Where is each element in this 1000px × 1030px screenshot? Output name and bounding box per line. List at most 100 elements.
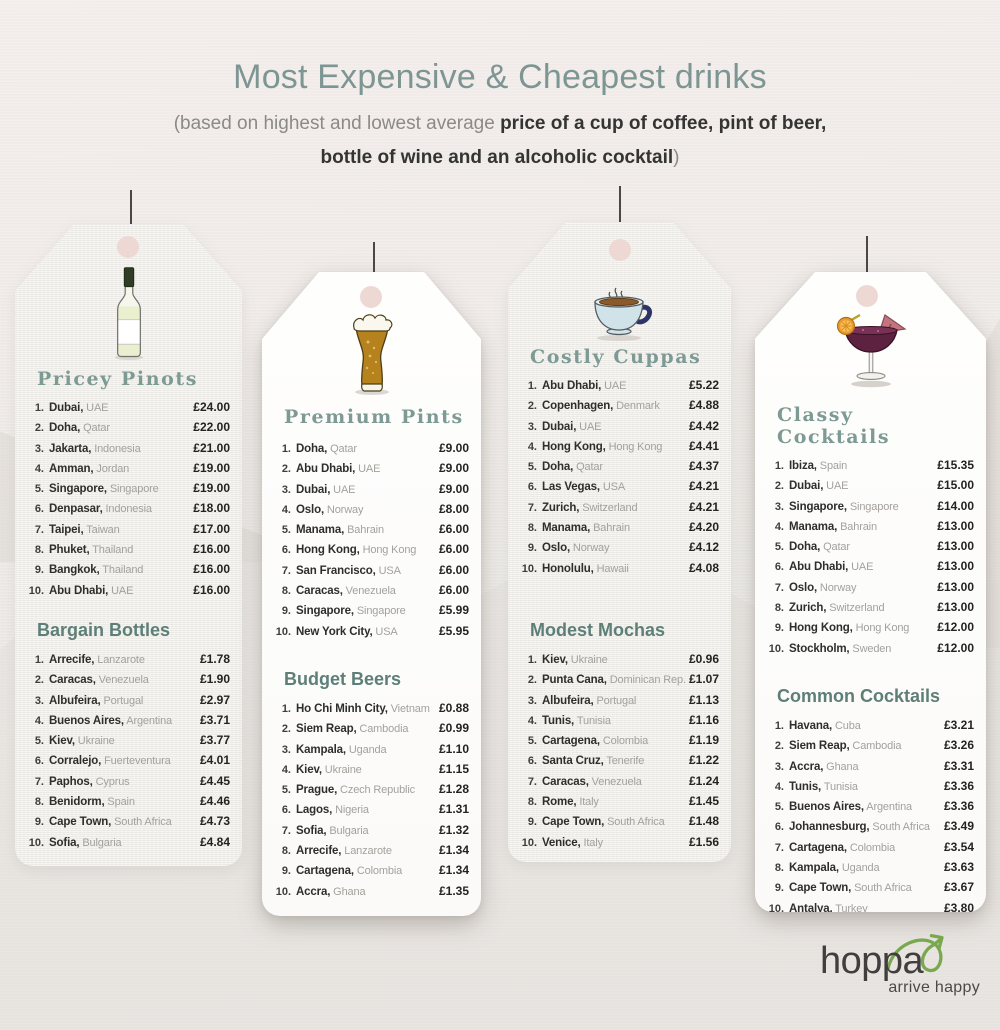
list-item: 2. Abu Dhabi, UAE £9.00 — [274, 459, 469, 479]
price: £1.90 — [199, 672, 230, 687]
rank: 4. — [34, 462, 44, 475]
country: Hawaii — [596, 562, 629, 575]
price: £13.00 — [937, 539, 974, 554]
subtitle-light: (based on highest and lowest average — [173, 113, 495, 134]
city: Accra, — [789, 760, 824, 773]
price: £4.01 — [199, 753, 230, 768]
list-item: 8. Manama, Bahrain £4.20 — [520, 518, 719, 538]
price: £4.20 — [688, 520, 719, 535]
city: Tunis, — [789, 780, 822, 793]
country: Qatar — [823, 541, 850, 554]
city-country: Singapore, Singapore — [296, 602, 437, 621]
price: £3.36 — [943, 778, 974, 793]
rank: 8. — [774, 602, 784, 615]
city-country: Copenhagen, Denmark — [542, 397, 687, 416]
list-item: 10. Venice, Italy £1.56 — [520, 833, 719, 853]
country: South Africa — [114, 816, 172, 829]
city-country: Corralejo, Fuerteventura — [49, 752, 198, 771]
list-item: 2. Caracas, Venezuela £1.90 — [27, 670, 230, 690]
city-country: Tunis, Tunisia — [542, 712, 687, 731]
country: Hong Kong — [608, 440, 663, 453]
list-item: 3. Accra, Ghana £3.31 — [767, 757, 974, 777]
list-item: 3. Jakarta, Indonesia £21.00 — [27, 439, 230, 459]
price: £9.00 — [438, 461, 469, 476]
subtitle-close-paren: ) — [673, 147, 680, 168]
list-item: 3. Dubai, UAE £4.42 — [520, 417, 719, 437]
country: Venezuela — [345, 585, 396, 598]
city: Arrecife, — [296, 845, 342, 858]
city-country: Kiev, Ukraine — [296, 761, 437, 780]
rank: 4. — [34, 714, 44, 727]
list-item: 5. Prague, Czech Republic £1.28 — [274, 780, 469, 800]
rank: 10. — [275, 885, 291, 898]
country: Qatar — [83, 422, 110, 435]
rank: 8. — [527, 796, 537, 809]
price: £1.16 — [688, 712, 719, 727]
country: Colombia — [849, 841, 896, 854]
rank: 8. — [774, 862, 784, 875]
city: Abu Dhabi, — [789, 561, 849, 574]
city: Taipei, — [49, 523, 84, 536]
price: £12.00 — [937, 640, 974, 655]
price: £1.35 — [438, 883, 469, 898]
country: Italy — [583, 836, 604, 849]
country: Vietnam — [390, 702, 430, 715]
list-item: 3. Singapore, Singapore £14.00 — [767, 497, 974, 517]
rank: 9. — [34, 816, 44, 829]
city-country: Buenos Aires, Argentina — [49, 712, 198, 731]
city-country: Manama, Bahrain — [296, 521, 437, 540]
rank: 10. — [28, 836, 44, 849]
country: USA — [602, 481, 626, 494]
city-country: Taipei, Taiwan — [49, 521, 191, 540]
city-country: Sofia, Bulgaria — [49, 834, 198, 853]
city-country: Sofia, Bulgaria — [296, 822, 437, 841]
country: Taiwan — [86, 523, 120, 536]
list-item: 5. Singapore, Singapore £19.00 — [27, 479, 230, 499]
rank: 6. — [527, 481, 537, 494]
list-item: 4. Manama, Bahrain £13.00 — [767, 517, 974, 537]
city: Copenhagen, — [542, 400, 614, 413]
price: £4.12 — [688, 540, 719, 555]
tag-wine: Pricey Pinots 1. Dubai, UAE £24.00 2. Do… — [15, 224, 242, 866]
country: UAE — [333, 483, 356, 496]
list-item: 9. Cape Town, South Africa £3.67 — [767, 878, 974, 898]
city: Singapore, — [49, 483, 107, 496]
city: Punta Cana, — [542, 674, 607, 687]
rank: 3. — [774, 760, 784, 773]
cocktail-glass-icon — [767, 272, 974, 388]
country: Portugal — [596, 694, 637, 707]
list-item: 4. Kiev, Ukraine £1.15 — [274, 760, 469, 780]
rank: 4. — [281, 763, 291, 776]
city: Accra, — [296, 885, 331, 898]
list-item: 4. Tunis, Tunisia £1.16 — [520, 711, 719, 731]
section-title-classy-cocktails: Classy Cocktails — [777, 404, 891, 448]
list-item: 2. Copenhagen, Denmark £4.88 — [520, 396, 719, 416]
list-item: 9. Cape Town, South Africa £4.73 — [27, 812, 230, 832]
city: Johannesburg, — [789, 821, 870, 834]
city: Paphos, — [49, 775, 93, 788]
city: Caracas, — [49, 674, 96, 687]
country: Cambodia — [852, 740, 902, 753]
country: Dominican Rep. — [609, 674, 686, 687]
city-country: Kiev, Ukraine — [49, 732, 198, 751]
city-country: Accra, Ghana — [789, 758, 942, 777]
city: Caracas, — [542, 775, 589, 788]
country: Nigeria — [335, 804, 369, 817]
beer-glass-icon — [274, 272, 469, 396]
country: Singapore — [356, 605, 406, 618]
rank: 9. — [774, 622, 784, 635]
price: £15.35 — [937, 458, 974, 472]
country: Ghana — [333, 885, 366, 898]
city-country: Kampala, Uganda — [296, 741, 437, 760]
list-item: 5. Kiev, Ukraine £3.77 — [27, 731, 230, 751]
list-item: 6. Johannesburg, South Africa £3.49 — [767, 817, 974, 837]
list-item: 7. Zurich, Switzerland £4.21 — [520, 498, 719, 518]
price: £3.31 — [943, 758, 974, 773]
city: Arrecife, — [49, 653, 95, 666]
price: £19.00 — [193, 481, 230, 496]
city-country: Tunis, Tunisia — [789, 778, 942, 797]
city-country: Siem Reap, Cambodia — [296, 720, 437, 739]
tag-beer: Premium Pints 1. Doha, Qatar £9.00 2. Ab… — [262, 272, 481, 916]
country: Portugal — [103, 694, 144, 707]
section-title-premium-pints: Premium Pints — [284, 406, 464, 428]
